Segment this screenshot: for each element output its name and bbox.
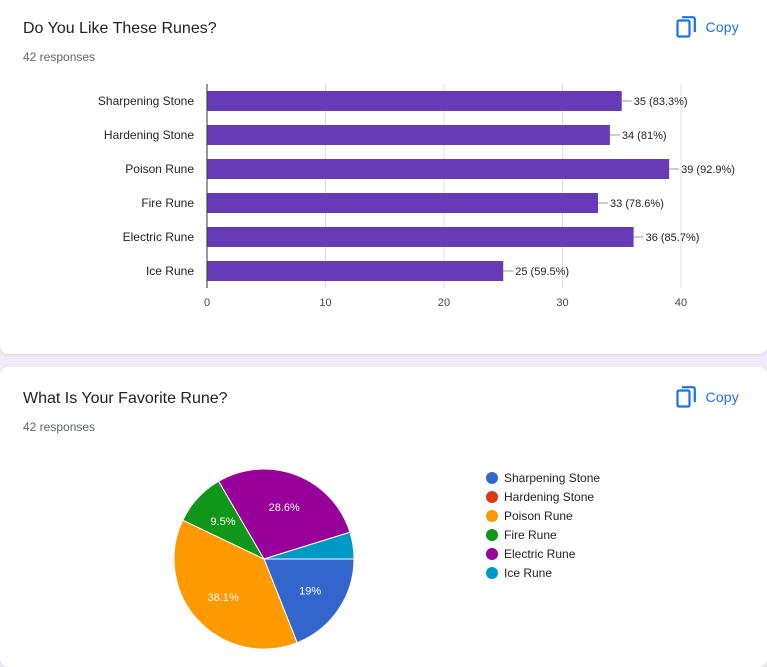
response-count: 42 responses (23, 420, 96, 434)
data-label: 25 (59.5%) (515, 266, 569, 278)
category-label: Poison Rune (125, 162, 194, 176)
bar-chart: 0 10 20 30 40 Sharpening Stone 35 (83.3%) Harde… (98, 84, 735, 309)
bar (207, 91, 622, 111)
copy-icon (675, 16, 696, 38)
pie-slice (173, 519, 298, 650)
x-tick-label: 0 (204, 297, 210, 309)
legend-item: Fire Rune (486, 525, 600, 544)
legend-item: Hardening Stone (486, 487, 600, 506)
slice-label: 19% (299, 585, 321, 597)
legend-swatch (486, 509, 498, 522)
pie-slice (217, 468, 351, 560)
copy-icon (675, 386, 696, 408)
pie-slice (263, 531, 355, 560)
legend-item: Poison Rune (486, 506, 600, 525)
category-label: Fire Rune (141, 196, 194, 210)
legend-swatch (486, 528, 498, 541)
data-label: 35 (83.3%) (634, 96, 688, 108)
category-label: Electric Rune (123, 230, 195, 244)
bar (207, 159, 670, 179)
slice-label: 28.6% (269, 502, 300, 514)
data-label: 34 (81%) (622, 130, 667, 142)
question-title: Do You Like These Runes? (23, 20, 217, 37)
bar (207, 193, 599, 213)
legend-item: Electric Rune (486, 544, 600, 563)
copy-label: Copy (705, 389, 739, 405)
category-label: Ice Rune (146, 264, 194, 278)
legend-swatch (486, 547, 498, 560)
x-tick-label: 20 (438, 297, 450, 309)
legend-label: Sharpening Stone (504, 470, 601, 485)
question-card-favorite-rune: What Is Your Favorite Rune? 42 responses… (0, 367, 767, 667)
question-title: What Is Your Favorite Rune? (23, 390, 228, 407)
data-label: 36 (85.7%) (646, 232, 700, 244)
bar (207, 261, 504, 281)
legend-item: Sharpening Stone (486, 468, 600, 487)
legend-label: Hardening Stone (504, 489, 595, 504)
bar (207, 227, 634, 247)
slice-label: 9.5% (210, 516, 235, 528)
pie-chart: 19% 38.1% 9.5% 28.6% (173, 468, 355, 650)
legend-label: Poison Rune (504, 508, 573, 523)
copy-label: Copy (705, 19, 739, 35)
legend-label: Electric Rune (504, 546, 576, 561)
x-tick-label: 40 (675, 297, 687, 309)
category-label: Hardening Stone (104, 128, 194, 142)
legend-swatch (486, 566, 498, 579)
pie-legend: Sharpening Stone Hardening Stone Poison Ru… (486, 468, 600, 582)
pie-slice (263, 558, 355, 644)
legend-item: Ice Rune (486, 563, 600, 582)
question-card-runes-liked: Do You Like These Runes? 42 responses Co… (0, 0, 767, 354)
x-tick-label: 30 (556, 297, 568, 309)
legend-swatch (486, 490, 498, 503)
slice-label: 38.1% (208, 592, 239, 604)
bar (207, 125, 610, 145)
response-count: 42 responses (23, 50, 96, 64)
copy-chart-button[interactable]: Copy (675, 386, 739, 408)
legend-swatch (486, 471, 498, 484)
data-label: 33 (78.6%) (610, 198, 664, 210)
category-label: Sharpening Stone (98, 94, 194, 108)
x-tick-label: 10 (319, 297, 331, 309)
legend-label: Ice Rune (504, 565, 553, 580)
data-label: 39 (92.9%) (681, 164, 735, 176)
legend-label: Fire Rune (504, 527, 557, 542)
copy-chart-button[interactable]: Copy (675, 16, 739, 38)
